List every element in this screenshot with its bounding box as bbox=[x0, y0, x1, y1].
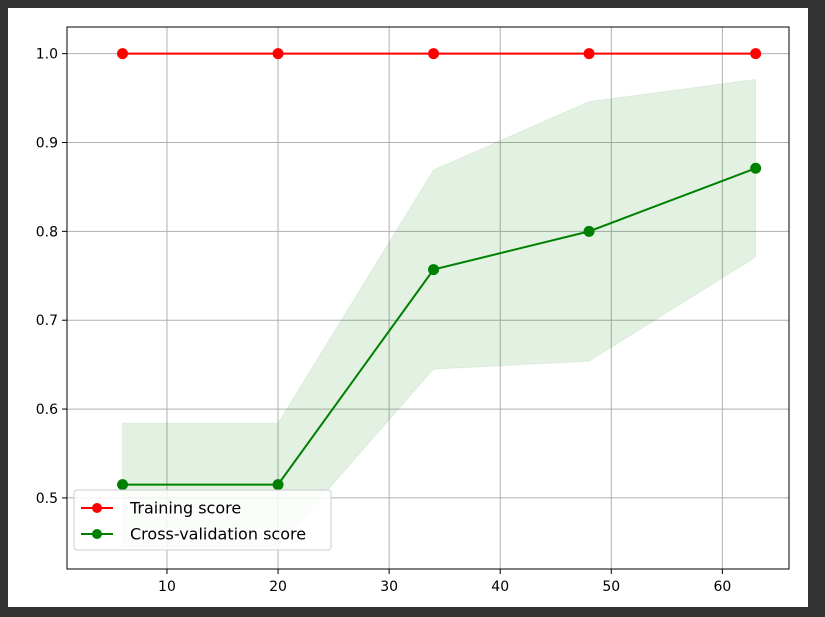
series-0-point bbox=[750, 48, 762, 60]
series-lines bbox=[117, 48, 762, 491]
y-tick-label: 0.8 bbox=[36, 224, 58, 240]
series-1-point bbox=[428, 264, 440, 276]
x-tick-label: 10 bbox=[158, 579, 176, 595]
x-tick-label: 30 bbox=[380, 579, 398, 595]
legend-label-training: Training score bbox=[129, 499, 241, 518]
y-tick-label: 0.6 bbox=[36, 402, 58, 418]
y-tick-label: 0.7 bbox=[36, 313, 58, 329]
plot-frame bbox=[66, 26, 790, 570]
series-1-point bbox=[583, 225, 595, 237]
legend-swatch-cv-marker bbox=[92, 529, 102, 539]
learning-curve-chart: 10 20 30 40 50 60 0.5 0.6 0.7 0.8 0.9 1.0 Training… bbox=[36, 26, 790, 595]
y-tick-label: 1.0 bbox=[36, 47, 58, 63]
y-tick-label: 0.5 bbox=[36, 491, 58, 507]
y-axis-ticks: 0.5 0.6 0.7 0.8 0.9 1.0 bbox=[36, 47, 67, 507]
y-tick-label: 0.9 bbox=[36, 136, 58, 152]
x-axis-ticks: 10 20 30 40 50 60 bbox=[158, 569, 731, 595]
legend-box bbox=[73, 489, 332, 551]
series-0-point bbox=[428, 48, 440, 60]
legend-swatch-training-marker bbox=[92, 503, 102, 513]
series-0-point bbox=[117, 48, 129, 60]
series-0-point bbox=[583, 48, 595, 60]
legend: Training score Cross-validation score bbox=[73, 489, 332, 551]
legend-label-cross-validation: Cross-validation score bbox=[130, 525, 306, 544]
series-1-point bbox=[117, 479, 129, 491]
plot-area bbox=[67, 27, 789, 569]
series-1-point bbox=[750, 162, 762, 174]
series-0-point bbox=[272, 48, 284, 60]
figure-canvas: 10 20 30 40 50 60 0.5 0.6 0.7 0.8 0.9 1.0 Training… bbox=[8, 8, 808, 607]
x-tick-label: 60 bbox=[713, 579, 731, 595]
series-1-point bbox=[272, 479, 284, 491]
grid-lines bbox=[67, 27, 789, 569]
x-tick-label: 40 bbox=[491, 579, 509, 595]
legend-item-cross-validation: Cross-validation score bbox=[81, 525, 306, 544]
x-tick-label: 50 bbox=[602, 579, 620, 595]
legend-item-training: Training score bbox=[81, 499, 241, 518]
x-tick-label: 20 bbox=[269, 579, 287, 595]
